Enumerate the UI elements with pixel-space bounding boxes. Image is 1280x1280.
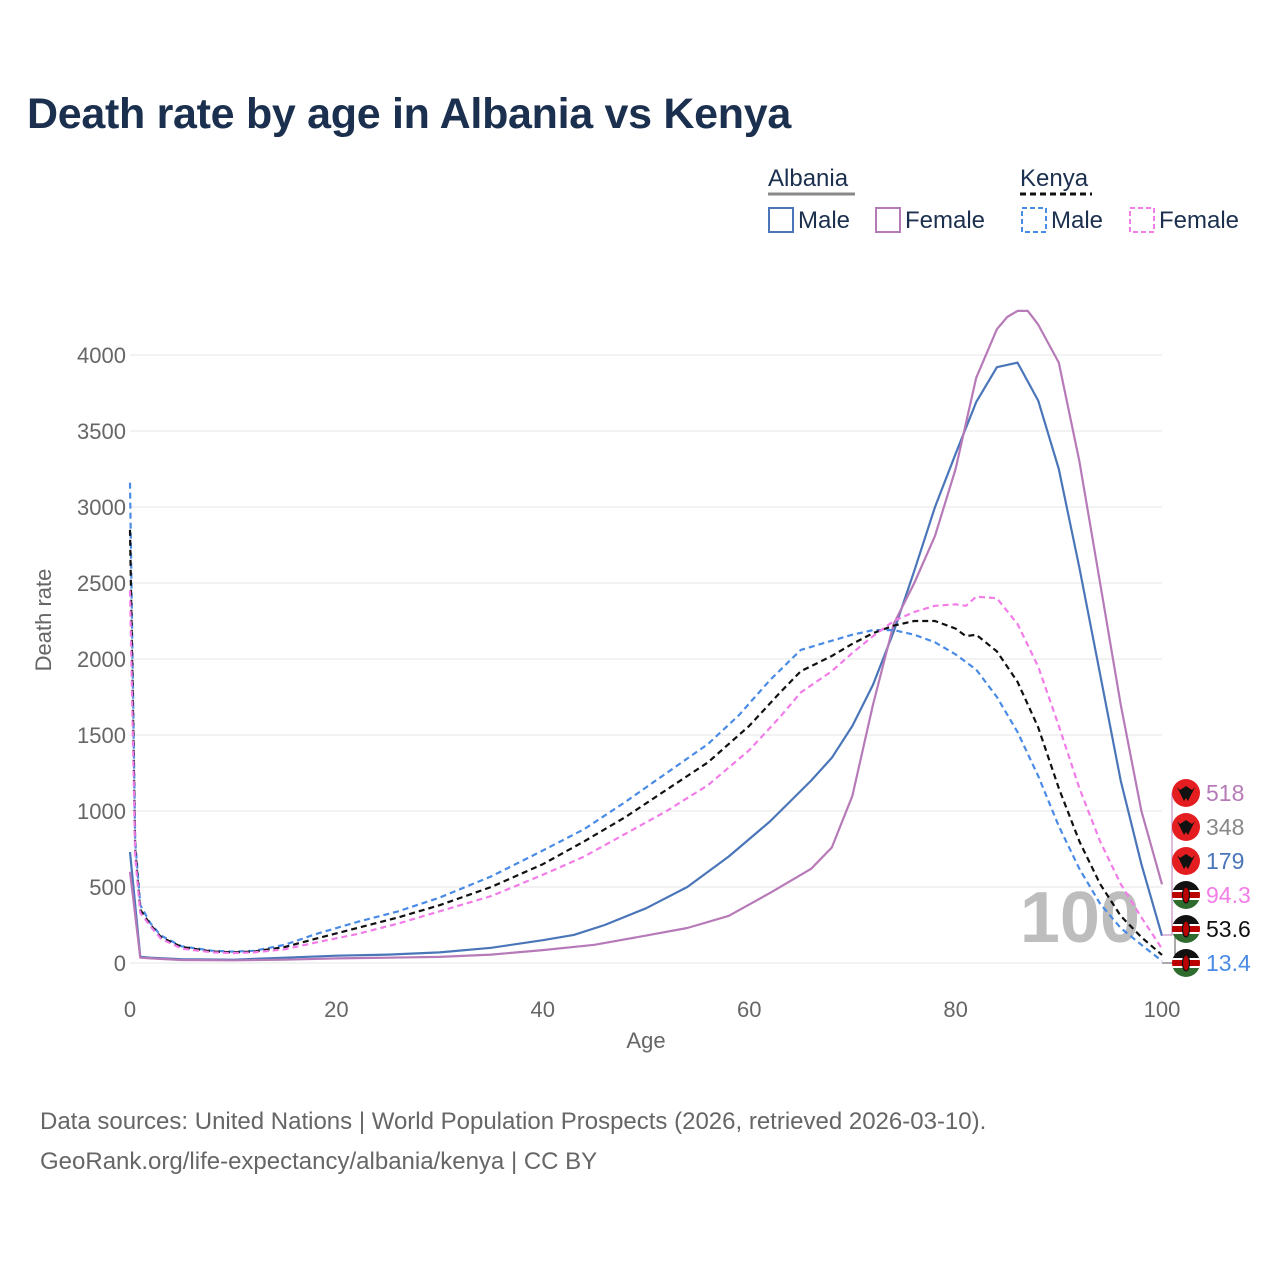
kenya-flag-icon bbox=[1172, 915, 1200, 943]
legend-swatch[interactable] bbox=[768, 207, 794, 233]
y-tick-label: 3500 bbox=[77, 419, 126, 444]
albania-flag-icon bbox=[1172, 813, 1200, 841]
x-tick-label: 100 bbox=[1144, 997, 1181, 1022]
eagle-emblem bbox=[1177, 786, 1195, 801]
source-link[interactable]: GeoRank.org/life-expectancy/albania/keny… bbox=[40, 1148, 598, 1175]
flag-stripe-black bbox=[1172, 949, 1200, 958]
x-tick-label: 60 bbox=[737, 997, 761, 1022]
gridlines bbox=[130, 354, 1162, 964]
flag-stripe-green bbox=[1172, 900, 1200, 909]
flag-stripe-black bbox=[1172, 881, 1200, 890]
series-line-kenya-female bbox=[128, 590, 1163, 955]
legend-item-label[interactable]: Male bbox=[798, 207, 850, 234]
y-tick-label: 1000 bbox=[77, 799, 126, 824]
flag-stripe-black bbox=[1172, 915, 1200, 924]
legend-group-kenya: Kenya bbox=[1020, 165, 1089, 192]
x-axis-ticks: 0 20 40 60 80 100 bbox=[124, 997, 1180, 1022]
flag-stripe-green bbox=[1172, 968, 1200, 977]
legend-swatch[interactable] bbox=[875, 207, 901, 233]
y-tick-label: 500 bbox=[89, 875, 126, 900]
y-tick-label: 1500 bbox=[77, 723, 126, 748]
end-value-label: 53.6 bbox=[1206, 916, 1251, 942]
legend-swatch[interactable] bbox=[1021, 207, 1047, 233]
shield-emblem bbox=[1181, 920, 1191, 938]
year-watermark: 100 bbox=[1020, 878, 1140, 958]
x-tick-label: 0 bbox=[124, 997, 136, 1022]
series-line-kenya-both bbox=[128, 529, 1163, 956]
albania-flag-icon bbox=[1172, 779, 1200, 807]
y-tick-label: 3000 bbox=[77, 495, 126, 520]
end-value-label: 518 bbox=[1206, 780, 1244, 806]
end-value-label: 13.4 bbox=[1206, 950, 1251, 976]
kenya-flag-icon bbox=[1172, 949, 1200, 977]
kenya-flag-icon bbox=[1172, 881, 1200, 909]
shield-emblem bbox=[1181, 954, 1191, 972]
legend-swatch[interactable] bbox=[1129, 207, 1155, 233]
series-line-albania-female bbox=[128, 309, 1164, 962]
series-lines bbox=[128, 309, 1164, 962]
end-value-label: 94.3 bbox=[1206, 882, 1251, 908]
eagle-emblem bbox=[1177, 820, 1195, 835]
series-line-kenya-male bbox=[128, 482, 1163, 962]
legend-item-label[interactable]: Female bbox=[905, 207, 985, 234]
legend: Albania Kenya Male Female Male Female bbox=[768, 165, 1239, 234]
flag-stripes bbox=[1172, 915, 1200, 943]
x-axis-label: Age bbox=[626, 1028, 665, 1053]
y-tick-label: 2500 bbox=[77, 571, 126, 596]
flag-stripes bbox=[1172, 949, 1200, 977]
end-labels: 518 348 179 94.3 53.6 13.4 bbox=[1162, 779, 1251, 977]
legend-group-albania: Albania bbox=[768, 165, 849, 192]
flag-stripe-green bbox=[1172, 934, 1200, 943]
series-line-albania-male bbox=[128, 361, 1164, 961]
legend-item-label[interactable]: Female bbox=[1159, 207, 1239, 234]
x-tick-label: 80 bbox=[943, 997, 967, 1022]
y-axis-ticks: 0 500 1000 1500 2000 2500 3000 3500 4000 bbox=[77, 343, 126, 976]
albania-flag-icon bbox=[1172, 847, 1200, 875]
end-value-label: 348 bbox=[1206, 814, 1244, 840]
shield-emblem bbox=[1181, 886, 1191, 904]
y-axis-label: Death rate bbox=[31, 569, 56, 672]
chart-title: Death rate by age in Albania vs Kenya bbox=[27, 90, 791, 138]
y-tick-label: 0 bbox=[114, 951, 126, 976]
y-tick-label: 2000 bbox=[77, 647, 126, 672]
end-value-label: 179 bbox=[1206, 848, 1244, 874]
flag-stripes bbox=[1172, 881, 1200, 909]
eagle-emblem bbox=[1177, 854, 1195, 869]
legend-item-label[interactable]: Male bbox=[1051, 207, 1103, 234]
x-tick-label: 40 bbox=[531, 997, 555, 1022]
source-line: Data sources: United Nations | World Pop… bbox=[40, 1108, 987, 1135]
x-tick-label: 20 bbox=[324, 997, 348, 1022]
y-tick-label: 4000 bbox=[77, 343, 126, 368]
